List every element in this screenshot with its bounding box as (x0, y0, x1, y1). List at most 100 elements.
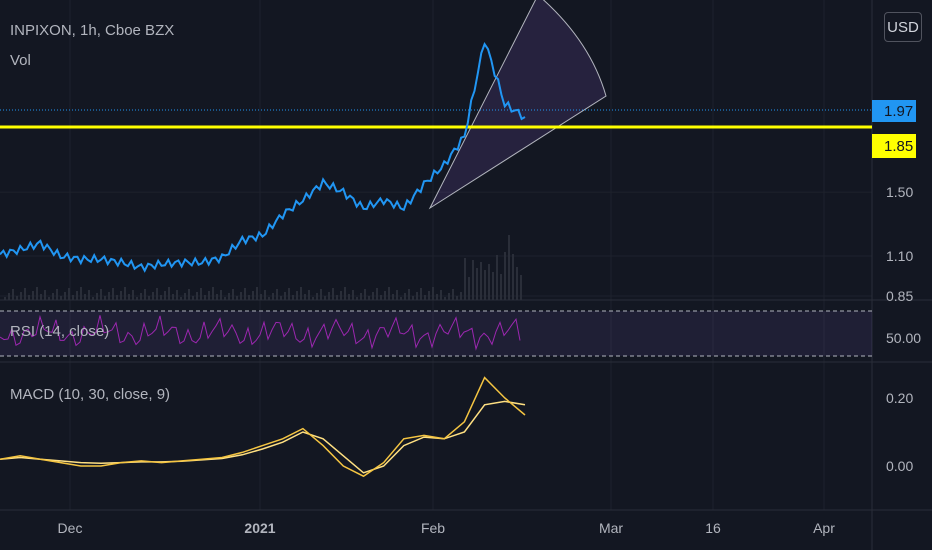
volume-bar (348, 294, 350, 300)
volume-bar (64, 292, 66, 300)
volume-bar (68, 288, 70, 300)
currency-button[interactable]: USD (884, 12, 922, 42)
volume-bar (264, 290, 266, 300)
volume-bar (516, 267, 518, 300)
volume-bar (204, 295, 206, 300)
volume-bar (504, 252, 506, 300)
volume-bar (404, 293, 406, 300)
volume-bar (372, 292, 374, 300)
volume-bar (16, 296, 18, 300)
price-tick-label: 1.10 (886, 248, 913, 264)
volume-bar (308, 290, 310, 300)
volume-bar (460, 292, 462, 300)
volume-bar (112, 288, 114, 300)
volume-bar (232, 289, 234, 300)
volume-bar (380, 295, 382, 300)
volume-bar (84, 294, 86, 300)
volume-bar (448, 293, 450, 300)
volume-bar (172, 294, 174, 300)
volume-bar (60, 296, 62, 300)
volume-label: Vol (10, 52, 31, 69)
volume-bar (416, 292, 418, 300)
volume-bar (44, 290, 46, 300)
volume-bar (240, 292, 242, 300)
volume-bar (224, 297, 226, 300)
volume-bar (268, 297, 270, 300)
volume-bar (480, 262, 482, 300)
price-pane (0, 42, 872, 273)
volume-bar (396, 290, 398, 300)
volume-bar (320, 289, 322, 300)
fan-drawing[interactable] (428, 0, 607, 210)
volume-bar (352, 290, 354, 300)
volume-bar (192, 296, 194, 300)
volume-bar (336, 295, 338, 300)
volume-bar (104, 296, 106, 300)
volume-bar (260, 294, 262, 300)
volume-bar (88, 290, 90, 300)
volume-bar (432, 287, 434, 300)
volume-bar (28, 295, 30, 300)
rsi-pane (0, 310, 872, 357)
volume-bar (344, 287, 346, 300)
volume-bar (8, 293, 10, 300)
volume-bar (520, 275, 522, 300)
time-axis[interactable]: Dec 2021 Feb Mar 16 Apr (58, 520, 836, 536)
volume-bar (200, 288, 202, 300)
volume-bar (324, 296, 326, 300)
volume-bar (476, 268, 478, 300)
volume-bar (196, 292, 198, 300)
volume-bar (444, 297, 446, 300)
volume-bar (364, 289, 366, 300)
volume-bar (488, 264, 490, 300)
volume-bar (456, 296, 458, 300)
volume-bar (472, 260, 474, 300)
volume-bar (256, 287, 258, 300)
volume-bars (4, 235, 522, 300)
volume-bar (340, 291, 342, 300)
macd-label: MACD (10, 30, close, 9) (10, 386, 171, 403)
volume-bar (408, 289, 410, 300)
volume-bar (220, 290, 222, 300)
price-axis[interactable]: 0.85 1.10 1.50 1.97 1.85 50.00 0.00 0.20 (872, 100, 921, 474)
time-tick-label: 2021 (244, 520, 275, 536)
volume-bar (328, 292, 330, 300)
volume-bar (4, 297, 6, 300)
volume-bar (300, 287, 302, 300)
volume-bar (276, 289, 278, 300)
time-tick-label: Dec (58, 520, 83, 536)
volume-bar (20, 292, 22, 300)
volume-bar (12, 289, 14, 300)
volume-bar (56, 289, 58, 300)
volume-bar (168, 287, 170, 300)
volume-bar (452, 289, 454, 300)
volume-bar (356, 297, 358, 300)
volume-bar (128, 294, 130, 300)
volume-bar (92, 297, 94, 300)
volume-bar (208, 291, 210, 300)
volume-bar (100, 289, 102, 300)
volume-bar (400, 297, 402, 300)
volume-bar (292, 295, 294, 300)
volume-bar (216, 294, 218, 300)
volume-bar (376, 288, 378, 300)
volume-bar (428, 291, 430, 300)
volume-bar (160, 295, 162, 300)
volume-bar (52, 293, 54, 300)
volume-bar (272, 293, 274, 300)
volume-bar (144, 289, 146, 300)
level-price-tag (872, 134, 916, 158)
volume-bar (368, 296, 370, 300)
volume-bar (384, 291, 386, 300)
volume-bar (436, 294, 438, 300)
volume-bar (412, 296, 414, 300)
time-tick-label: 16 (705, 520, 721, 536)
volume-bar (496, 255, 498, 300)
volume-bar (80, 287, 82, 300)
volume-bar (36, 287, 38, 300)
last-price-tag (872, 100, 916, 122)
volume-bar (96, 293, 98, 300)
volume-bar (156, 288, 158, 300)
